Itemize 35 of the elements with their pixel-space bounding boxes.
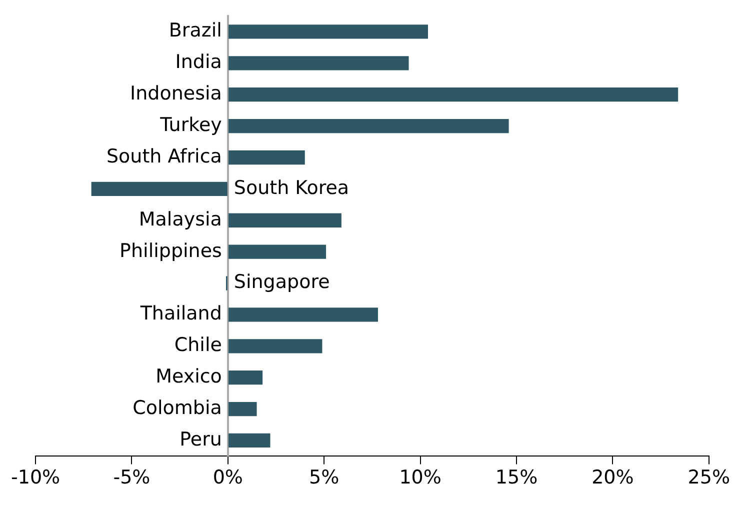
bar (228, 244, 326, 259)
y-tick-label: India (175, 51, 222, 74)
y-tick-label: Philippines (120, 240, 222, 262)
bar (228, 24, 428, 39)
bar (228, 433, 270, 448)
y-tick-label: Turkey (159, 114, 222, 136)
y-tick-label: Singapore (234, 271, 330, 294)
x-tick-label: 10% (399, 466, 442, 489)
y-tick-label: South Africa (106, 145, 222, 168)
x-tick-label: -5% (113, 466, 150, 489)
y-tick-label: Malaysia (138, 208, 222, 230)
bar (228, 339, 322, 354)
bar (228, 118, 509, 134)
bar (228, 308, 378, 322)
bar (228, 150, 305, 165)
y-tick-label: Indonesia (130, 82, 222, 105)
y-tick-label: Mexico (156, 366, 222, 388)
bar (228, 56, 409, 70)
x-tick-label: 15% (495, 466, 538, 489)
y-tick-label: Thailand (139, 302, 222, 325)
x-tick-label: 25% (688, 466, 730, 489)
bar (91, 182, 228, 196)
x-tick-label: 0% (212, 466, 244, 489)
x-tick-label: -10% (10, 466, 60, 489)
y-tick-label: Brazil (168, 20, 222, 42)
y-tick-label: Chile (174, 334, 222, 356)
x-tick-label: 5% (309, 466, 340, 489)
y-tick-label: South Korea (234, 176, 350, 199)
x-tick-label: 20% (592, 466, 634, 489)
bar (228, 370, 263, 385)
bar (228, 213, 342, 228)
y-tick-label: Colombia (132, 396, 222, 419)
bar (228, 402, 257, 416)
bar (228, 88, 678, 102)
y-tick-label: Peru (180, 428, 222, 450)
